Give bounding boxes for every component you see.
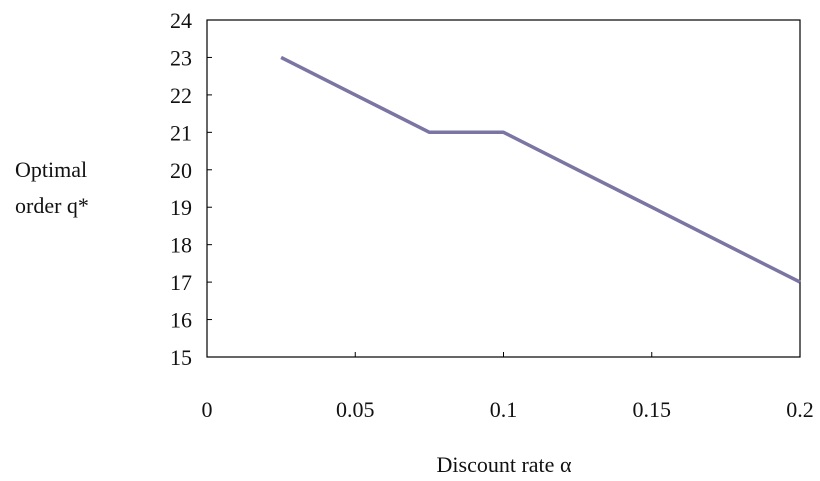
plot-area xyxy=(207,20,800,357)
y-tick-label: 16 xyxy=(170,308,192,333)
y-tick-label: 15 xyxy=(170,345,192,370)
y-tick-label: 17 xyxy=(170,270,192,295)
x-tick-label: 0.2 xyxy=(786,397,814,422)
y-tick-label: 20 xyxy=(170,158,192,183)
x-tick-label: 0.1 xyxy=(490,397,518,422)
y-tick-label: 23 xyxy=(170,45,192,70)
x-tick-label: 0 xyxy=(202,397,213,422)
y-tick-label: 24 xyxy=(170,8,192,33)
y-tick-label: 22 xyxy=(170,83,192,108)
y-axis-label-line-1: Optimal xyxy=(15,157,87,182)
x-tick-label: 0.15 xyxy=(633,397,672,422)
y-tick-label: 18 xyxy=(170,233,192,258)
x-axis-label: Discount rate α xyxy=(437,452,572,477)
y-tick-label: 21 xyxy=(170,120,192,145)
y-axis-label-line-2: order q* xyxy=(15,193,89,218)
x-tick-label: 0.05 xyxy=(336,397,375,422)
y-tick-label: 19 xyxy=(170,195,192,220)
